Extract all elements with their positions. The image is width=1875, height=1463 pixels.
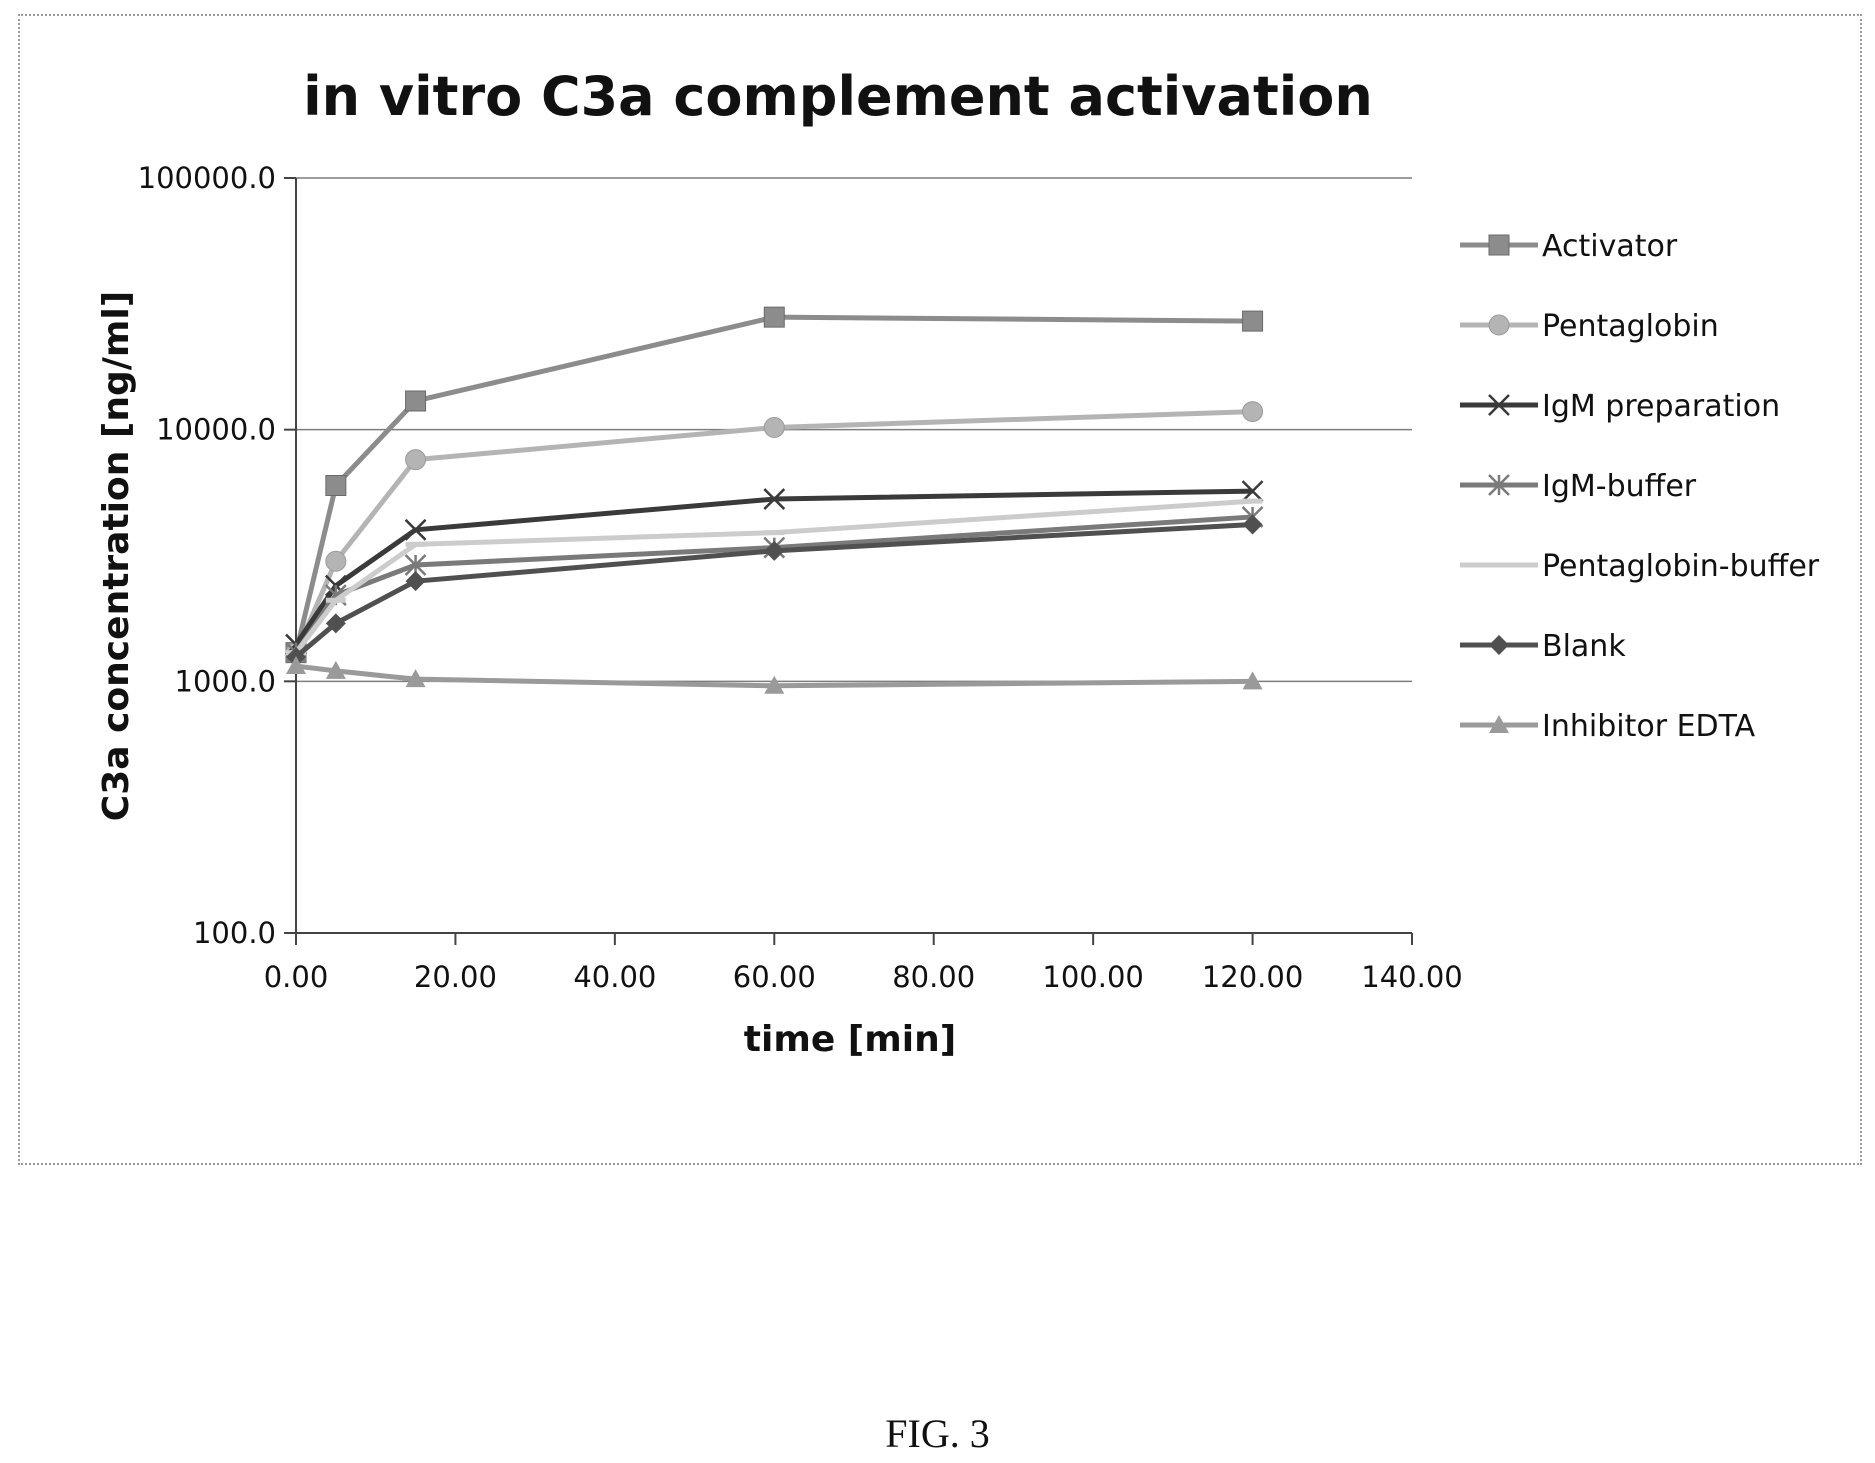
series-blank — [286, 514, 1263, 667]
x-tick-label: 40.00 — [573, 960, 656, 994]
data-point — [405, 449, 427, 471]
legend-entry: Blank — [1460, 629, 1626, 664]
series-line — [293, 514, 1253, 655]
x-tick-label: 120.00 — [1202, 960, 1303, 994]
legend-label: Inhibitor EDTA — [1542, 709, 1756, 744]
data-point — [325, 660, 346, 679]
y-tick-label: 10000.0 — [156, 413, 276, 447]
x-tick-label: 80.00 — [892, 960, 975, 994]
legend-marker — [1489, 635, 1509, 655]
data-point — [405, 669, 426, 688]
data-point — [325, 474, 347, 496]
legend-entry: Activator — [1460, 229, 1678, 264]
legend-marker — [1488, 234, 1510, 256]
tick-labels: 100.0 1000.0 10000.0 100000.0 0.00 20.00 40.00… — [138, 161, 1463, 994]
data-point — [1242, 401, 1264, 423]
legend-entry: IgM-buffer — [1460, 469, 1697, 504]
data-point — [1242, 671, 1263, 690]
data-point — [763, 488, 786, 510]
data-point — [1242, 310, 1264, 332]
series-line — [293, 488, 1253, 646]
data-point — [404, 518, 427, 541]
y-tick-label: 100.0 — [193, 916, 276, 950]
data-point — [764, 540, 785, 561]
series-activator — [285, 306, 1264, 664]
legend-marker — [1488, 394, 1510, 416]
legend-label: Pentaglobin — [1542, 309, 1719, 344]
legend-marker — [1489, 715, 1509, 733]
axes — [284, 177, 1413, 945]
legend-label: Pentaglobin-buffer — [1542, 549, 1820, 584]
figure-caption: FIG. 3 — [885, 1411, 990, 1456]
x-tick-label: 20.00 — [414, 960, 497, 994]
x-tick-label: 60.00 — [733, 960, 816, 994]
chart-svg: in vitro C3a complement activation 100.0… — [96, 65, 1820, 1060]
data-point — [325, 550, 347, 572]
legend-label: Activator — [1542, 229, 1678, 264]
legend-entry: Pentaglobin-buffer — [1460, 549, 1820, 584]
data-point — [1241, 480, 1264, 502]
x-tick-label: 140.00 — [1361, 960, 1462, 994]
x-axis-title: time [min] — [744, 1019, 956, 1060]
legend-marker — [1488, 474, 1510, 496]
legend-label: Blank — [1542, 629, 1626, 664]
series-line — [293, 314, 1253, 654]
chart-title: in vitro C3a complement activation — [303, 65, 1373, 128]
data-point — [1242, 514, 1263, 535]
legend-entry: Inhibitor EDTA — [1460, 709, 1756, 744]
legend-marker — [1488, 314, 1510, 336]
data-point — [405, 390, 427, 412]
series-lines — [285, 306, 1264, 694]
series-igm-preparation — [285, 480, 1264, 656]
data-point — [405, 571, 426, 592]
x-tick-label: 0.00 — [264, 960, 329, 994]
data-point — [286, 656, 306, 675]
x-tick-label: 100.00 — [1042, 960, 1143, 994]
data-point — [325, 613, 346, 634]
legend-entry: IgM preparation — [1460, 389, 1780, 424]
data-point — [764, 675, 785, 694]
y-tick-label: 1000.0 — [175, 664, 276, 698]
legend-label: IgM-buffer — [1542, 469, 1697, 504]
series-inhibitor-edta — [286, 656, 1263, 694]
grid-lines — [296, 177, 1412, 683]
y-axis-title: C3a concentration [ng/ml] — [96, 291, 137, 821]
chart-area — [18, 14, 1862, 1165]
y-tick-label: 100000.0 — [138, 161, 276, 195]
legend-label: IgM preparation — [1542, 389, 1780, 424]
data-point — [763, 306, 785, 328]
data-point — [763, 417, 785, 439]
legend: Activator Pentaglobin IgM preparation IgM-b… — [1460, 229, 1820, 744]
legend-entry: Pentaglobin — [1460, 309, 1719, 344]
